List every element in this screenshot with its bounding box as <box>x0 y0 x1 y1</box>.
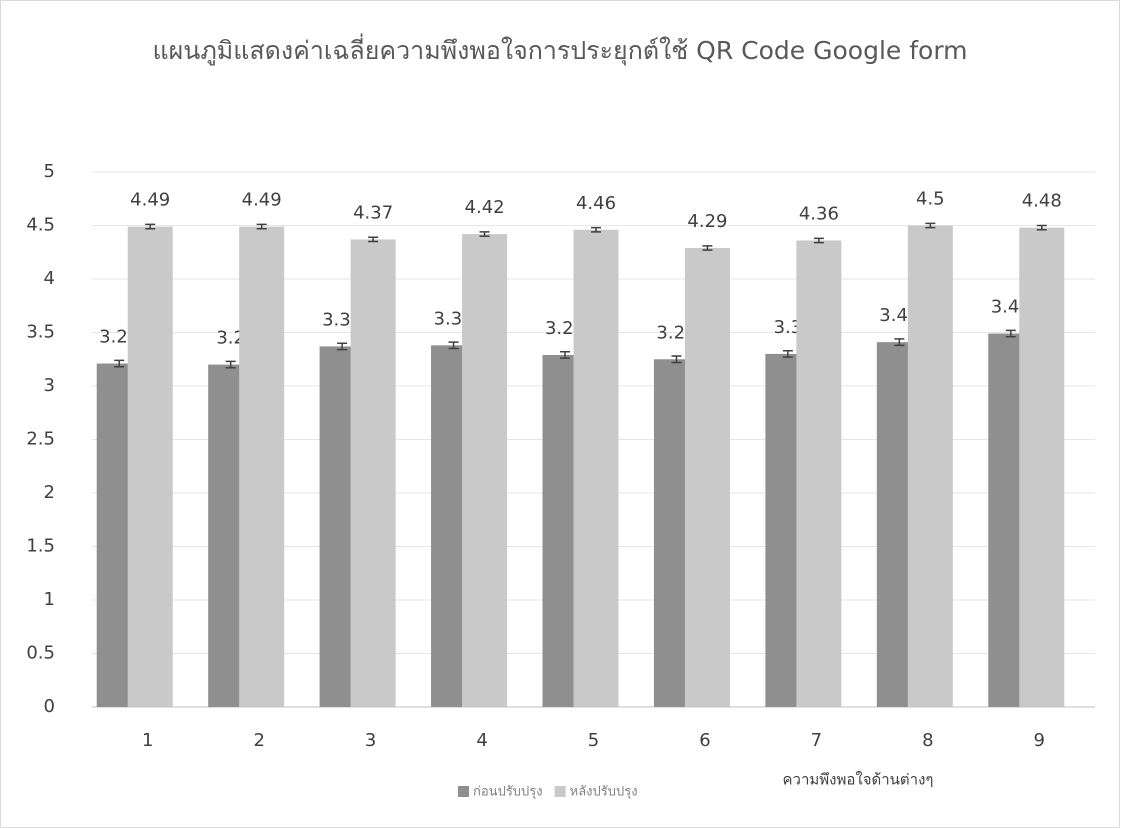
x-tick-label: 1 <box>142 730 153 751</box>
error-bar <box>925 222 936 229</box>
data-label: 4.37 <box>353 202 393 223</box>
x-tick-label: 8 <box>922 730 933 751</box>
y-tick-label: 3 <box>44 375 55 396</box>
y-tick-label: 4 <box>44 268 55 289</box>
legend-label: ก่อนปรับปรุง <box>473 785 543 800</box>
error-bar <box>813 237 824 244</box>
x-tick-label: 6 <box>699 730 710 751</box>
bar <box>796 240 842 708</box>
bar <box>350 239 396 707</box>
error-bar <box>591 226 601 233</box>
bar <box>573 229 619 707</box>
x-tick-label: 4 <box>476 730 487 751</box>
data-label: 4.36 <box>799 203 839 224</box>
data-label: 4.5 <box>916 189 945 210</box>
data-label: 4.49 <box>242 190 282 211</box>
x-tick-label: 3 <box>365 730 376 751</box>
error-bar <box>671 355 682 364</box>
data-label: 4.29 <box>687 211 727 232</box>
legend-swatch <box>458 786 469 797</box>
x-tick-label: 5 <box>588 730 599 751</box>
error-bar <box>114 359 125 368</box>
error-bar <box>894 338 905 347</box>
bar <box>462 234 508 707</box>
error-bar <box>702 245 713 251</box>
legend-swatch <box>554 786 566 797</box>
bar <box>127 226 173 707</box>
legend-label: หลังปรับปรุง <box>570 785 638 800</box>
y-tick-label: 0 <box>44 696 55 717</box>
error-bar <box>225 360 236 369</box>
bar <box>1019 227 1065 707</box>
error-bar <box>368 236 379 243</box>
error-bar <box>1036 224 1047 231</box>
error-bar <box>479 231 490 237</box>
data-label: 4.42 <box>465 197 505 218</box>
bar <box>684 247 730 707</box>
x-axis-label: ความพึงพอใจด้านต่างๆ <box>783 771 934 789</box>
error-bar <box>560 351 570 359</box>
y-tick-label: 2.5 <box>26 429 55 450</box>
error-bar <box>448 341 459 350</box>
y-tick-label: 1.5 <box>26 536 55 557</box>
data-label: 3.3 <box>774 317 803 338</box>
error-bar <box>256 223 267 230</box>
y-tick-label: 0.5 <box>26 643 55 664</box>
error-bar <box>337 342 348 351</box>
y-tick-label: 3.5 <box>26 322 55 343</box>
data-label: 4.49 <box>130 190 170 211</box>
chart-title: แผนภูมิแสดงค่าเฉลี่ยความพึงพอใจการประยุก… <box>152 36 968 65</box>
data-label: 4.46 <box>576 193 616 214</box>
x-tick-label: 7 <box>811 730 822 751</box>
error-bar <box>145 223 156 230</box>
error-bar <box>782 349 793 358</box>
x-tick-label: 2 <box>253 730 264 751</box>
bar <box>239 226 285 707</box>
x-tick-label: 9 <box>1034 730 1045 751</box>
y-tick-label: 4.5 <box>26 215 55 236</box>
error-bar <box>1005 329 1016 338</box>
y-tick-label: 1 <box>44 589 55 610</box>
y-tick-label: 5 <box>44 161 55 182</box>
bar <box>907 225 953 707</box>
data-label: 4.48 <box>1022 191 1062 212</box>
data-label: 3.2 <box>216 328 245 349</box>
y-tick-label: 2 <box>44 482 55 503</box>
